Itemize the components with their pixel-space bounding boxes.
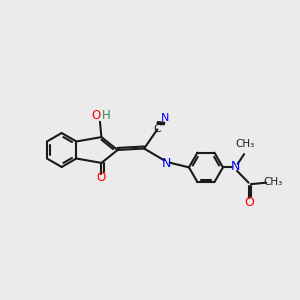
Text: O: O: [244, 196, 254, 209]
Text: N: N: [160, 112, 169, 123]
Text: O: O: [97, 171, 106, 184]
Text: H: H: [102, 109, 111, 122]
Text: CH₃: CH₃: [263, 177, 283, 187]
Text: O: O: [92, 109, 101, 122]
Text: CH₃: CH₃: [235, 139, 254, 149]
Text: N: N: [231, 160, 240, 173]
Text: N: N: [161, 157, 171, 170]
Text: C: C: [154, 124, 161, 134]
